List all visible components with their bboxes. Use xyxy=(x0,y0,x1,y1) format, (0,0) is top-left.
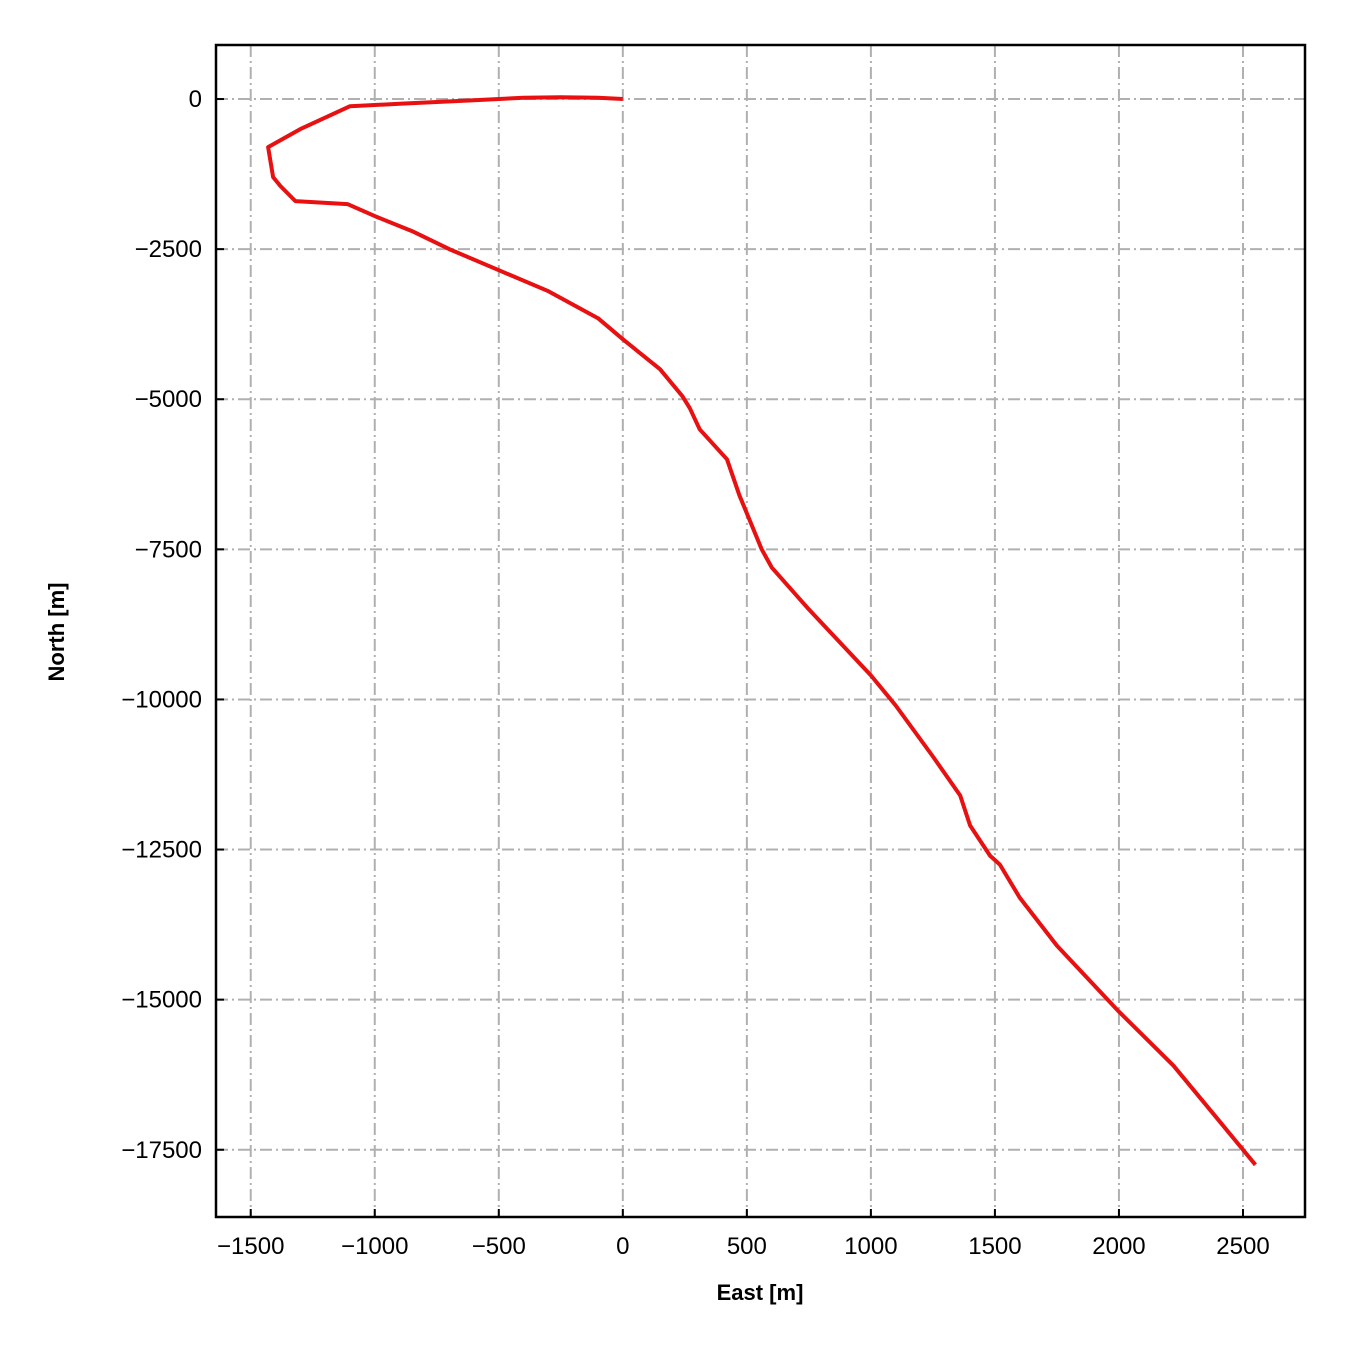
x-tick-label: −1500 xyxy=(217,1233,284,1260)
y-tick-label: −15000 xyxy=(121,987,202,1014)
x-tick-label: 0 xyxy=(616,1233,629,1260)
y-tick-label: −10000 xyxy=(121,686,202,713)
x-tick-labels: −1500 −1000 −500 0 500 1000 1500 2000 2500 xyxy=(217,1233,1270,1260)
tick-marks xyxy=(216,98,1244,1217)
x-tick-label: 2500 xyxy=(1216,1233,1269,1260)
y-tick-label: −2500 xyxy=(135,236,202,263)
track-series-line xyxy=(266,95,1257,1167)
series-layer xyxy=(266,95,1257,1167)
x-tick-label: 1500 xyxy=(968,1233,1021,1260)
y-tick-label: 0 xyxy=(189,86,202,113)
y-tick-label: −17500 xyxy=(121,1137,202,1164)
x-axis-title: East [m] xyxy=(717,1280,804,1305)
y-tick-label: −12500 xyxy=(121,837,202,864)
y-tick-label: −7500 xyxy=(135,536,202,563)
x-tick-label: 500 xyxy=(727,1233,767,1260)
x-tick-label: −1000 xyxy=(341,1233,408,1260)
x-tick-label: 2000 xyxy=(1092,1233,1145,1260)
plot-frame xyxy=(214,43,1307,1219)
y-tick-labels: 0 −2500 −5000 −7500 −10000 −12500 −15000 −17500 xyxy=(121,86,202,1164)
x-tick-label: −500 xyxy=(472,1233,526,1260)
grid-lines xyxy=(216,45,1305,1217)
x-tick-label: 1000 xyxy=(844,1233,897,1260)
y-tick-label: −5000 xyxy=(135,386,202,413)
y-axis-title: North [m] xyxy=(44,583,69,682)
